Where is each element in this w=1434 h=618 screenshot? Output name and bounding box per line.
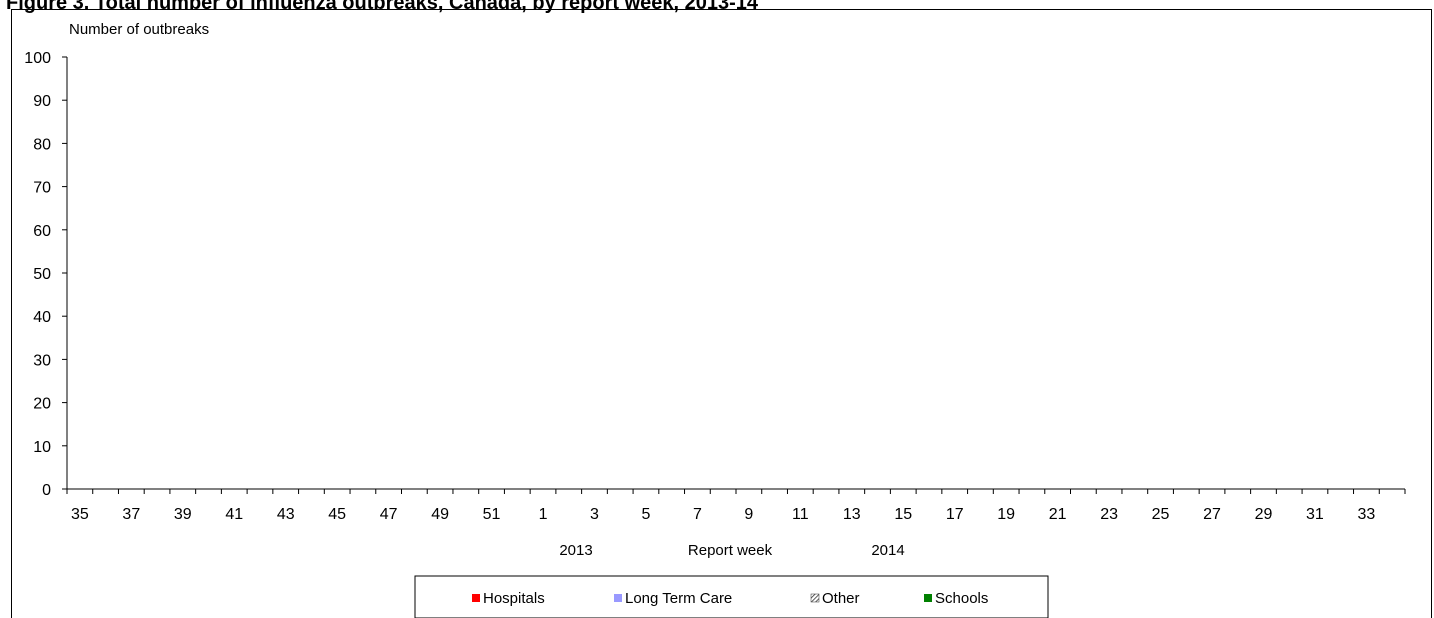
y-tick-label: 0 <box>42 482 51 499</box>
x-tick-label: 1 <box>539 506 548 523</box>
chart-frame <box>11 9 1432 618</box>
x-tick-label: 43 <box>277 506 295 523</box>
x-tick-label: 17 <box>946 506 964 523</box>
x-tick-label: 47 <box>380 506 398 523</box>
legend-swatch <box>472 594 480 602</box>
x-tick-label: 37 <box>122 506 140 523</box>
x-tick-label: 33 <box>1358 506 1376 523</box>
x-tick-label: 29 <box>1255 506 1273 523</box>
legend-label: Other <box>822 590 860 607</box>
y-tick-label: 40 <box>33 309 51 326</box>
x-tick-label: 23 <box>1100 506 1118 523</box>
legend-label: Long Term Care <box>625 590 732 607</box>
y-tick-label: 60 <box>33 223 51 240</box>
y-tick-label: 100 <box>24 50 51 67</box>
y-tick-label: 30 <box>33 352 51 369</box>
legend-item: Hospitals <box>472 590 545 607</box>
legend-swatch <box>614 594 622 602</box>
x-tick-label: 13 <box>843 506 861 523</box>
y-tick-label: 50 <box>33 266 51 283</box>
legend-label: Schools <box>935 590 988 607</box>
x-tick-label: 5 <box>641 506 650 523</box>
x-tick-label: 31 <box>1306 506 1324 523</box>
x-tick-label: 9 <box>744 506 753 523</box>
x-tick-label: 15 <box>894 506 912 523</box>
x-tick-label: 11 <box>792 506 809 523</box>
season-label: 2013 <box>559 542 592 559</box>
y-tick-label: 10 <box>33 439 51 456</box>
x-tick-label: 39 <box>174 506 192 523</box>
x-tick-label: 3 <box>590 506 599 523</box>
season-label: 2014 <box>871 542 904 559</box>
x-tick-label: 41 <box>225 506 243 523</box>
x-tick-label: 27 <box>1203 506 1221 523</box>
y-tick-label: 90 <box>33 93 51 110</box>
legend: Hospitals Long Term Care Other Schools <box>414 575 1049 618</box>
y-ticks: 0 10 20 30 40 50 60 70 80 90 100 <box>24 50 67 499</box>
legend-box <box>414 575 1049 618</box>
y-tick-label: 20 <box>33 396 51 413</box>
y-tick-label: 80 <box>33 136 51 153</box>
x-ticks: 35 37 39 41 43 45 47 49 51 1 3 5 7 9 11 13 15 17 19 21 23 25 2… <box>66 489 1406 523</box>
legend-label: Hospitals <box>483 590 545 607</box>
legend-item: Schools <box>924 590 988 607</box>
x-axis-label: Report week <box>688 542 773 559</box>
x-tick-label: 7 <box>693 506 702 523</box>
y-axis-label: Number of outbreaks <box>69 21 209 38</box>
x-tick-label: 35 <box>71 506 89 523</box>
legend-swatch <box>924 594 932 602</box>
x-tick-label: 49 <box>431 506 449 523</box>
legend-swatch <box>810 593 820 603</box>
legend-item: Long Term Care <box>614 590 732 607</box>
season-labels: 2013 2014 <box>559 542 904 559</box>
x-tick-label: 45 <box>328 506 346 523</box>
y-tick-label: 70 <box>33 180 51 197</box>
x-tick-label: 25 <box>1152 506 1170 523</box>
legend-item: Other <box>810 590 860 607</box>
x-tick-label: 21 <box>1049 506 1067 523</box>
figure-title: Figure 3. Total number of influenza outb… <box>6 0 759 14</box>
x-tick-label: 19 <box>997 506 1015 523</box>
axes <box>66 57 1405 490</box>
x-tick-label: 51 <box>483 506 501 523</box>
